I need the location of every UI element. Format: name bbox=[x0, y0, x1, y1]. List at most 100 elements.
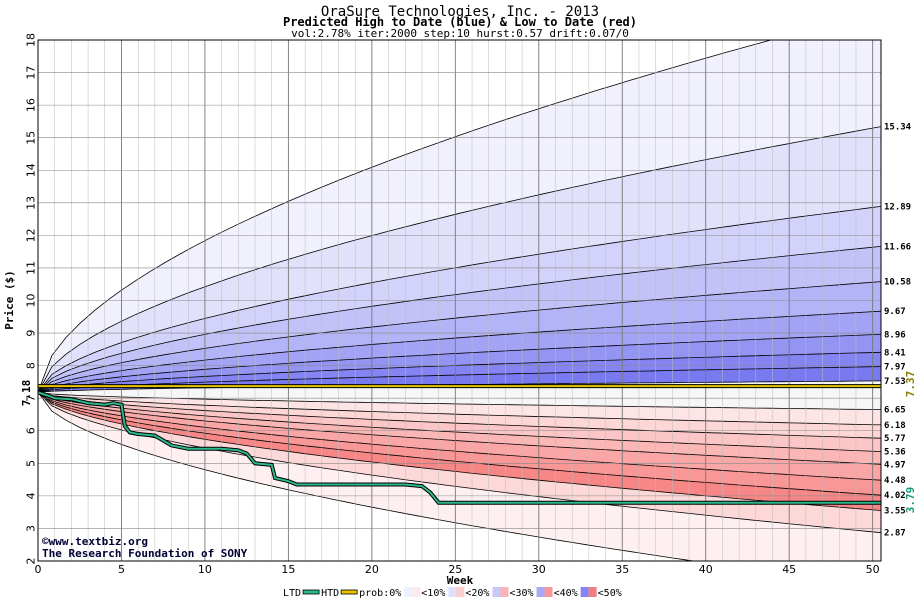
percentile-curve bbox=[38, 391, 881, 439]
y-axis-label: Price ($) bbox=[3, 270, 16, 330]
legend-swatch bbox=[456, 587, 465, 597]
htd-end-label: 3.79 bbox=[904, 487, 917, 514]
x-tick-label: 50 bbox=[866, 563, 880, 576]
y-tick-label: 6 bbox=[25, 427, 38, 434]
legend-label: <20% bbox=[465, 588, 489, 599]
x-tick-label: 30 bbox=[532, 563, 546, 576]
y-tick-label: 4 bbox=[25, 492, 38, 499]
x-tick-label: 10 bbox=[198, 563, 212, 576]
curve-end-label: 5.77 bbox=[884, 434, 906, 444]
percentile-curve bbox=[38, 310, 881, 393]
y-tick-label: 11 bbox=[25, 261, 38, 275]
high-band bbox=[38, 246, 881, 393]
curve-end-label: 6.18 bbox=[884, 421, 906, 431]
x-tick-label: 35 bbox=[615, 563, 629, 576]
legend-swatch bbox=[588, 587, 597, 597]
plot-border bbox=[37, 39, 882, 562]
chart-title: OraSure Technologies, Inc. - 2013 bbox=[321, 4, 599, 20]
percentile-curve bbox=[38, 126, 881, 393]
x-axis-label: Week bbox=[447, 574, 474, 587]
watermark-url: ©www.textbiz.org bbox=[42, 535, 148, 548]
y-tick-label: 8 bbox=[25, 362, 38, 369]
curve-end-label: 4.02 bbox=[884, 491, 906, 501]
watermark-org: The Research Foundation of SONY bbox=[42, 547, 248, 560]
curve-end-label: 4.97 bbox=[884, 460, 906, 470]
high-band bbox=[38, 311, 881, 393]
y-tick-label: 14 bbox=[25, 163, 38, 177]
percentile-curve bbox=[38, 391, 881, 511]
curve-end-label: 9.67 bbox=[884, 307, 906, 317]
legend-swatch bbox=[404, 587, 413, 597]
high-band bbox=[38, 206, 881, 393]
legend-label: <30% bbox=[509, 588, 533, 599]
y-tick-label: 10 bbox=[25, 294, 38, 308]
curve-end-label: 8.96 bbox=[884, 330, 906, 340]
chart-params: vol:2.78% iter:2000 step:10 hurst:0.57 d… bbox=[291, 27, 629, 40]
legend-swatch bbox=[500, 587, 509, 597]
percentile-curve bbox=[38, 391, 881, 452]
low-band bbox=[38, 392, 881, 452]
y-tick-label: 5 bbox=[25, 460, 38, 467]
percentile-curves bbox=[38, 40, 881, 561]
curve-end-label: 10.58 bbox=[884, 278, 911, 288]
legend-swatch bbox=[536, 587, 545, 597]
curve-end-label: 8.41 bbox=[884, 348, 906, 358]
low-band bbox=[38, 392, 881, 496]
percentile-curve bbox=[38, 391, 881, 410]
x-tick-label: 25 bbox=[448, 563, 462, 576]
x-tick-label: 15 bbox=[281, 563, 295, 576]
percentile-curve bbox=[38, 281, 881, 393]
plot-area bbox=[37, 39, 882, 562]
low-band bbox=[38, 392, 881, 561]
current-price-label: 7.37 bbox=[904, 371, 917, 398]
high-band bbox=[38, 281, 881, 393]
legend-swatch bbox=[448, 587, 457, 597]
curve-end-label: 2.87 bbox=[884, 529, 906, 539]
curve-end-label: 11.66 bbox=[884, 242, 911, 252]
curve-end-label: 4.48 bbox=[884, 476, 906, 486]
y-tick-label: 2 bbox=[25, 558, 38, 565]
legend-label: prob:0% bbox=[359, 588, 401, 599]
x-axis-ticks: 0 5 10 15 20 25 30 35 40 45 50 bbox=[35, 563, 880, 576]
legend-swatch bbox=[340, 589, 358, 595]
curve-end-label: 3.55 bbox=[884, 507, 906, 517]
percentile-curve bbox=[38, 392, 881, 534]
percentile-curve bbox=[38, 40, 773, 393]
curve-end-label: 7.97 bbox=[884, 363, 906, 373]
y-tick-label: 17 bbox=[25, 66, 38, 80]
right-value-labels: 15.34 12.89 11.66 10.58 9.67 8.96 8.41 7.97 7.53… bbox=[884, 123, 912, 539]
y-tick-label: 16 bbox=[25, 98, 38, 112]
legend-swatch bbox=[302, 589, 320, 595]
percentile-curve bbox=[38, 206, 881, 393]
y-tick-label: 7 bbox=[25, 395, 38, 402]
percentile-curve bbox=[38, 246, 881, 393]
legend: LTD HTD prob:0% <10% <20% <30% <40% <50% bbox=[283, 587, 622, 599]
legend-swatch bbox=[544, 587, 553, 597]
low-band bbox=[38, 392, 881, 481]
percentile-curve bbox=[38, 391, 881, 465]
series-lines bbox=[38, 384, 881, 505]
curve-end-label: 6.65 bbox=[884, 406, 906, 416]
legend-label: LTD bbox=[283, 588, 301, 599]
percentile-curve bbox=[38, 334, 881, 393]
low-band bbox=[38, 392, 881, 533]
low-band bbox=[38, 392, 881, 511]
y-tick-label: 15 bbox=[25, 131, 38, 145]
y-tick-label: 13 bbox=[25, 196, 38, 210]
x-tick-label: 5 bbox=[118, 563, 125, 576]
x-tick-label: 0 bbox=[35, 563, 42, 576]
percentile-curve bbox=[38, 351, 881, 393]
y-tick-label: 12 bbox=[25, 228, 38, 242]
legend-label: <40% bbox=[554, 588, 578, 599]
percentile-curve bbox=[38, 391, 881, 426]
legend-label: HTD bbox=[321, 588, 339, 599]
curve-end-label: 15.34 bbox=[884, 123, 912, 133]
legend-label: <50% bbox=[598, 588, 622, 599]
percentile-curve bbox=[38, 391, 881, 496]
high-band bbox=[38, 352, 881, 393]
y-tick-label: 9 bbox=[25, 330, 38, 337]
start-value-label: 7.18 bbox=[20, 380, 33, 407]
high-band bbox=[38, 126, 881, 393]
high-band bbox=[38, 334, 881, 393]
